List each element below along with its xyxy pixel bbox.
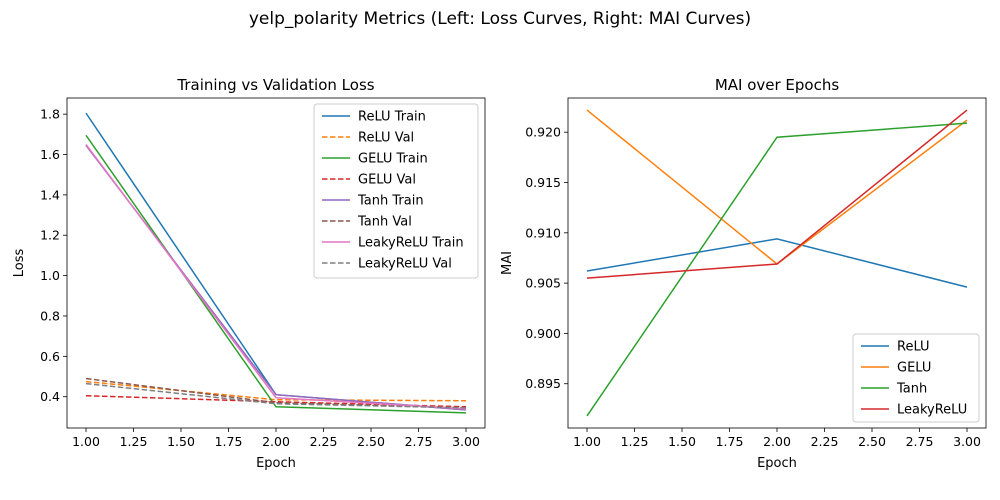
- y-tick-label: 0.895: [525, 376, 561, 391]
- chart-title: MAI over Epochs: [715, 76, 840, 94]
- x-tick-label: 2.50: [357, 434, 385, 449]
- x-tick-label: 1.75: [716, 434, 744, 449]
- x-tick-label: 3.00: [452, 434, 480, 449]
- legend: ReLU GELU Tanh LeakyReLU: [852, 333, 980, 423]
- legend-label: ReLU Val: [358, 131, 414, 146]
- legend-label: GELU: [897, 361, 931, 376]
- y-tick-label: 1.0: [40, 268, 60, 283]
- legend-label: Tanh Train: [357, 194, 424, 209]
- loss-chart: Training vs Validation Loss 1.00 1.25 1.50 1…: [12, 76, 486, 471]
- legend-box: [852, 333, 980, 423]
- legend-label: GELU Val: [358, 173, 416, 188]
- y-tick-label: 0.4: [40, 389, 60, 404]
- x-tick-label: 1.50: [668, 434, 696, 449]
- x-tick-label: 2.75: [405, 434, 433, 449]
- legend-label: LeakyReLU Val: [358, 257, 452, 272]
- series-line-tanh: [586, 122, 968, 417]
- legend-label: Tanh Val: [357, 215, 412, 230]
- series-line-leakyrelu: [586, 109, 968, 279]
- y-tick-label: 0.920: [525, 125, 561, 140]
- x-tick-label: 2.00: [262, 434, 290, 449]
- x-tick-label: 1.00: [72, 434, 100, 449]
- x-tick-label: 1.00: [573, 434, 601, 449]
- x-tick-label: 1.75: [215, 434, 243, 449]
- x-tick-label: 2.25: [811, 434, 839, 449]
- x-tick-label: 2.25: [310, 434, 338, 449]
- y-tick-label: 1.8: [40, 107, 60, 122]
- legend-label: GELU Train: [358, 152, 428, 167]
- legend-label: ReLU Train: [358, 110, 426, 125]
- x-tick-label: 2.00: [763, 434, 791, 449]
- legend-label: LeakyReLU Train: [358, 236, 464, 251]
- y-tick-label: 0.6: [40, 349, 60, 364]
- x-tick-label: 3.00: [953, 434, 981, 449]
- y-tick-label: 0.8: [40, 308, 60, 323]
- legend: ReLU Train ReLU Val GELU Train GELU Val Tanh…: [313, 103, 479, 279]
- x-tick-label: 2.75: [906, 434, 934, 449]
- series-line-gelu-train: [85, 134, 467, 414]
- y-tick-label: 0.910: [525, 225, 561, 240]
- y-tick-label: 0.900: [525, 326, 561, 341]
- x-tick-label: 2.50: [858, 434, 886, 449]
- x-tick-label: 1.25: [621, 434, 649, 449]
- chart-title: Training vs Validation Loss: [176, 76, 374, 94]
- x-tick-label: 1.50: [167, 434, 195, 449]
- figure-suptitle: yelp_polarity Metrics (Left: Loss Curves…: [249, 9, 751, 29]
- y-tick-label: 0.915: [525, 175, 561, 190]
- legend-box: [313, 103, 479, 279]
- y-tick-label: 1.4: [40, 187, 60, 202]
- y-tick-label: 1.6: [40, 147, 60, 162]
- y-tick-label: 0.905: [525, 276, 561, 291]
- legend-label: ReLU: [897, 340, 930, 355]
- mai-chart: MAI over Epochs 1.00 1.25 1.50 1.75 2.00 2.25 2…: [500, 76, 987, 471]
- x-axis-label: Epoch: [256, 456, 296, 471]
- y-axis-label: Loss: [12, 249, 27, 278]
- legend-label: LeakyReLU: [897, 403, 967, 418]
- series-line-relu: [586, 238, 968, 288]
- legend-label: Tanh: [896, 382, 927, 397]
- y-axis-label: MAI: [500, 251, 515, 275]
- series-line-leakyrelu-train: [85, 143, 467, 410]
- x-axis-label: Epoch: [757, 456, 797, 471]
- y-tick-label: 1.2: [40, 228, 60, 243]
- x-tick-label: 1.25: [120, 434, 148, 449]
